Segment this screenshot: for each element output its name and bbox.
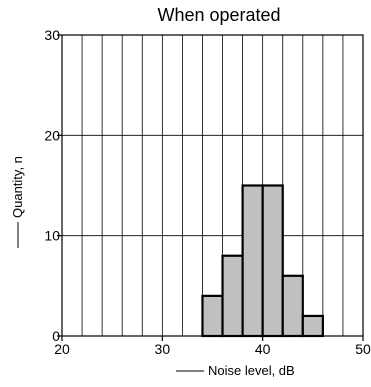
- plot-frame: [61, 34, 364, 337]
- x-tick-label: 20: [54, 341, 70, 357]
- axis-ticks: 20 30 40 50 0 10 20 30: [44, 27, 371, 357]
- histogram-bar: [201, 294, 224, 338]
- histogram-bar: [221, 254, 244, 338]
- axis-labels: Noise level, dB Quantity, n: [10, 156, 295, 378]
- y-tick-label: 20: [44, 127, 60, 143]
- y-tick-label: 30: [44, 27, 60, 43]
- histogram-bars: [201, 184, 324, 338]
- y-axis-label: Quantity, n: [10, 156, 25, 218]
- histogram-bar: [301, 314, 324, 338]
- x-tick-label: 40: [255, 341, 271, 357]
- x-tick-label: 50: [355, 341, 371, 357]
- y-tick-label: 10: [44, 228, 60, 244]
- histogram-bar: [241, 184, 264, 338]
- x-axis-label: Noise level, dB: [208, 363, 295, 378]
- histogram-bar: [281, 274, 304, 338]
- x-tick-label: 30: [155, 341, 171, 357]
- histogram-bar: [261, 184, 284, 338]
- y-tick-label: 0: [52, 328, 60, 344]
- grid-lines: [62, 35, 363, 336]
- chart-title: When operated: [157, 5, 280, 25]
